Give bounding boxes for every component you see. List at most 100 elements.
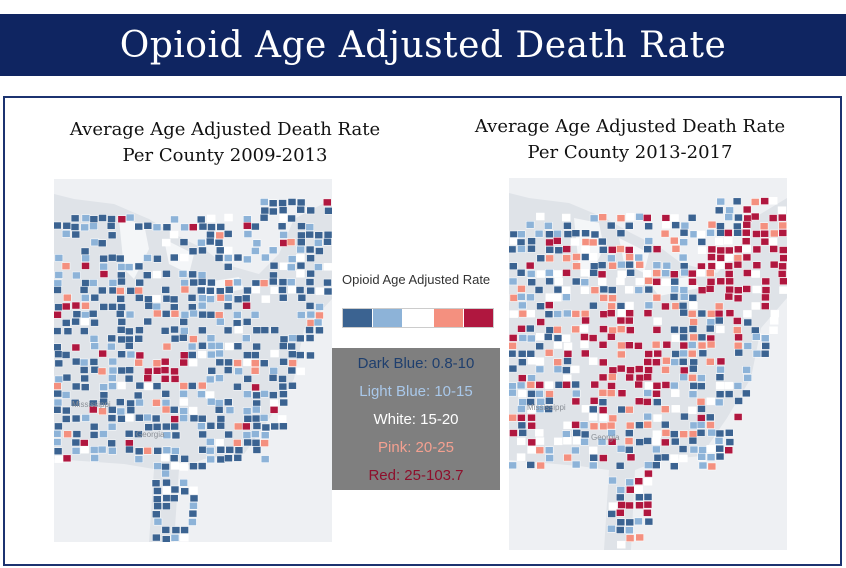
county-cell: [108, 406, 117, 414]
county-cell: [107, 414, 117, 422]
county-cell: [678, 302, 688, 310]
county-cell: [61, 262, 71, 270]
county-cell: [581, 246, 590, 254]
county-cell: [715, 452, 725, 461]
county-cell: [161, 286, 170, 294]
county-cell: [251, 439, 261, 447]
county-cell: [296, 254, 305, 262]
county-cell: [152, 270, 162, 279]
county-cell: [724, 446, 733, 454]
county-cell: [314, 231, 324, 239]
county-cell: [679, 286, 689, 294]
county-cell: [752, 245, 762, 254]
county-cell: [714, 309, 724, 318]
county-cell: [580, 438, 589, 446]
county-cell: [143, 254, 152, 262]
county-cell: [107, 334, 116, 343]
county-cell: [670, 454, 679, 462]
county-cell: [734, 213, 743, 222]
county-cell: [288, 334, 297, 342]
county-cell: [54, 271, 64, 279]
county-cell: [608, 414, 618, 423]
county-cell: [509, 294, 519, 302]
map-title-line1: Average Age Adjusted Death Rate: [69, 119, 381, 140]
county-cell: [216, 287, 225, 295]
county-cell: [696, 269, 706, 277]
title-banner: Opioid Age Adjusted Death Rate: [0, 14, 846, 76]
county-cell: [170, 415, 179, 423]
county-cell: [535, 429, 544, 437]
county-cell: [54, 311, 62, 319]
county-cell: [769, 326, 778, 335]
county-cell: [279, 390, 288, 398]
county-cell: [715, 261, 724, 269]
county-cell: [616, 526, 625, 534]
county-cell: [725, 246, 734, 255]
county-cell: [760, 197, 769, 205]
county-cell: [590, 262, 599, 271]
county-map-2013-2017[interactable]: Mississippi Georgia: [509, 178, 787, 550]
county-cell: [223, 246, 233, 255]
county-cell: [287, 342, 296, 351]
county-cell: [54, 254, 64, 262]
county-cell: [243, 438, 252, 447]
county-cell: [769, 260, 779, 269]
county-cell: [214, 406, 224, 414]
county-cell: [144, 382, 153, 391]
county-cell: [724, 253, 733, 262]
county-cell: [589, 214, 599, 223]
county-cell: [288, 350, 297, 359]
county-cell: [526, 350, 536, 358]
county-cell: [171, 526, 181, 534]
county-cell: [162, 478, 171, 487]
county-cell: [644, 301, 654, 310]
county-cell: [179, 479, 188, 487]
county-cell: [88, 279, 98, 287]
county-cell: [80, 383, 90, 391]
county-cell: [153, 366, 162, 375]
map-label-mississippi: Mississippi: [72, 400, 111, 409]
county-cell: [179, 358, 188, 367]
atlantic-ocean: [174, 299, 332, 542]
county-cell: [679, 430, 688, 438]
county-cell: [768, 197, 778, 205]
county-cell: [544, 446, 554, 454]
county-cell: [153, 487, 162, 495]
county-cell: [305, 230, 314, 239]
county-cell: [224, 454, 233, 462]
county-cell: [536, 461, 545, 470]
county-cell: [778, 229, 787, 237]
county-cell: [171, 447, 180, 455]
county-cell: [526, 270, 536, 278]
county-cell: [323, 263, 332, 271]
county-cell: [117, 215, 127, 223]
county-cell: [536, 212, 545, 221]
county-cell: [106, 222, 116, 230]
legend-swatch-light-blue: [372, 309, 403, 327]
range-key: Dark Blue: 0.8-10 Light Blue: 10-15 Whit…: [332, 348, 500, 490]
county-cell: [670, 358, 679, 366]
county-cell: [170, 303, 179, 312]
county-cell: [296, 205, 305, 214]
county-cell: [216, 455, 226, 464]
county-cell: [589, 301, 598, 310]
county-cell: [625, 373, 634, 382]
county-cell: [71, 301, 81, 310]
county-cell: [268, 277, 278, 286]
county-cell: [197, 271, 207, 279]
county-cell: [225, 446, 235, 454]
county-cell: [599, 310, 609, 318]
county-cell: [689, 302, 698, 310]
county-cell: [589, 397, 599, 405]
county-cell: [180, 279, 189, 287]
county-cell: [696, 230, 706, 239]
county-cell: [61, 302, 71, 311]
county-cell: [269, 391, 278, 399]
county-cell: [142, 271, 152, 279]
county-cell: [80, 223, 89, 232]
county-cell: [516, 453, 526, 461]
county-cell: [161, 469, 170, 478]
county-cell: [516, 268, 526, 277]
county-map-2009-2013[interactable]: Mississippi Georgia: [54, 179, 332, 542]
county-cell: [108, 279, 118, 287]
